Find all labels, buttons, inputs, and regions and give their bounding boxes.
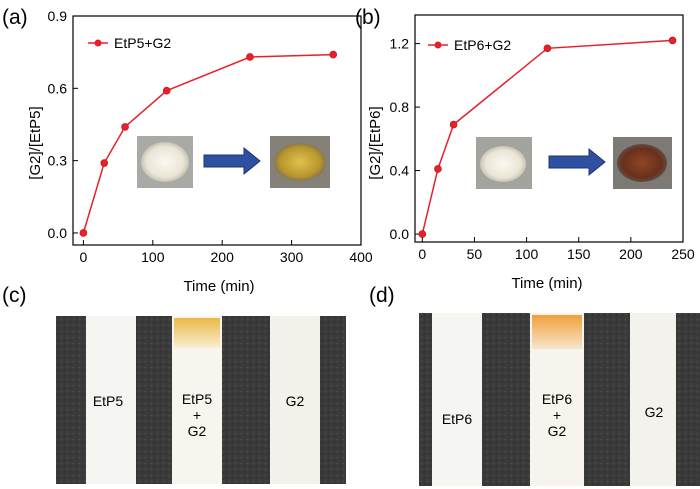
chart-b-y-axis-label: [G2]/[EtP6] [367, 106, 384, 179]
chart-b-legend: EtP6+G2 [428, 37, 511, 53]
strip-g2-d-label: G2 [645, 404, 664, 420]
arrow-icon-b [548, 147, 606, 177]
strip-etp5 [86, 316, 136, 484]
panel-label-a: (a) [2, 6, 28, 29]
chart-b-x-tick-label: 50 [467, 246, 483, 262]
chart-a-legend-marker [94, 39, 102, 47]
chart-b-ticks: 0 50 100 150 200 250 0.0 0.4 0.8 1.2 [390, 36, 695, 262]
brown-powder-pile [617, 144, 667, 182]
strip-g2-c-label: G2 [286, 393, 305, 409]
chart-b-x-tick-label: 100 [515, 246, 539, 262]
chart-a-data-point [79, 229, 88, 237]
chart-a-y-tick-label: 0.6 [48, 80, 68, 96]
chart-a-data-point [121, 123, 129, 131]
strip-g2-d [630, 313, 676, 486]
strip-etp6-g2-label-top: EtP6 [542, 391, 573, 407]
strip-g2-c [270, 316, 320, 484]
strip-etp5-g2-label-bottom: G2 [188, 423, 207, 439]
chart-b-data-point [418, 230, 427, 238]
chart-a-y-tick-label: 0.3 [48, 153, 68, 169]
chart-a-y-tick-label: 0.0 [48, 225, 68, 241]
panel-label-d: (d) [369, 284, 395, 307]
strip-etp5-g2-label-top: EtP5 [182, 391, 213, 407]
photo-c: EtP5 EtP5 + G2 G2 [56, 316, 346, 484]
chart-b: 0 50 100 150 200 250 0.0 0.4 0.8 1.2 Time (min) [… [367, 14, 695, 292]
yellow-stain [174, 318, 220, 348]
chart-a-plot-frame [72, 15, 362, 246]
chart-a-data-point [100, 159, 109, 167]
chart-a-inset-photos [137, 136, 330, 188]
orange-stain [532, 315, 582, 349]
chart-b-legend-label: EtP6+G2 [454, 37, 511, 53]
chart-b-series [418, 36, 677, 238]
chart-a-axes [72, 15, 362, 246]
panel-label-c: (c) [2, 284, 27, 307]
arrow-icon [203, 146, 261, 176]
chart-a-legend-label: EtP5+G2 [114, 35, 171, 51]
chart-a-data-point [329, 50, 338, 59]
chart-b-data-point [668, 36, 677, 45]
chart-b-x-tick-label: 0 [418, 246, 426, 262]
chart-b-axes [414, 14, 684, 243]
chart-a-x-tick-label: 200 [211, 249, 235, 265]
chart-a-x-tick-label: 100 [141, 249, 165, 265]
chart-b-y-tick-label: 1.2 [390, 36, 410, 52]
chart-b-y-tick-label: 0.4 [390, 163, 410, 179]
strip-etp6-g2-label-bottom: G2 [548, 423, 567, 439]
yellow-powder-pile [274, 143, 326, 181]
chart-b-data-point [434, 165, 442, 173]
photo-d: EtP6 EtP6 + G2 G2 [419, 313, 700, 486]
chart-a-series [79, 50, 338, 237]
panel-label-b: (b) [355, 6, 381, 29]
strip-etp5-g2-label-plus: + [193, 407, 201, 423]
strip-etp5-label: EtP5 [93, 393, 124, 409]
chart-a-series-line [82, 53, 334, 234]
chart-b-x-tick-label: 150 [567, 246, 591, 262]
chart-a-x-tick-label: 0 [80, 249, 88, 265]
chart-a-y-tick-label: 0.9 [48, 8, 68, 24]
chart-a-x-tick-label: 400 [349, 249, 373, 265]
chart-a-x-axis-label: Time (min) [183, 278, 254, 295]
chart-b-data-point [449, 120, 458, 129]
white-powder-pile-b [480, 146, 526, 182]
chart-b-y-tick-label: 0.8 [390, 99, 410, 115]
white-powder-pile [141, 142, 189, 182]
chart-b-x-axis-label: Time (min) [511, 275, 582, 292]
strip-etp6 [432, 313, 482, 486]
strip-etp6-label: EtP6 [442, 411, 473, 427]
chart-a-x-tick-label: 300 [280, 249, 304, 265]
chart-b-data-point [543, 44, 552, 53]
chart-a-data-point [246, 53, 254, 61]
chart-a-ticks: 0 100 200 300 400 0.0 0.3 0.6 0.9 [48, 8, 373, 265]
chart-b-x-tick-label: 250 [671, 246, 695, 262]
chart-a: 0 100 200 300 400 0.0 0.3 0.6 0.9 Time (min) [G2… [27, 8, 373, 295]
strip-etp6-g2-label-plus: + [553, 407, 561, 423]
chart-b-legend-marker [434, 41, 442, 49]
chart-b-plot-frame [414, 14, 684, 243]
chart-a-legend: EtP5+G2 [88, 35, 171, 51]
chart-a-y-axis-label: [G2]/[EtP5] [27, 106, 44, 179]
chart-b-inset-photos [476, 137, 672, 189]
chart-b-x-tick-label: 200 [619, 246, 643, 262]
chart-a-data-point [162, 86, 171, 95]
chart-b-y-tick-label: 0.0 [390, 226, 410, 242]
